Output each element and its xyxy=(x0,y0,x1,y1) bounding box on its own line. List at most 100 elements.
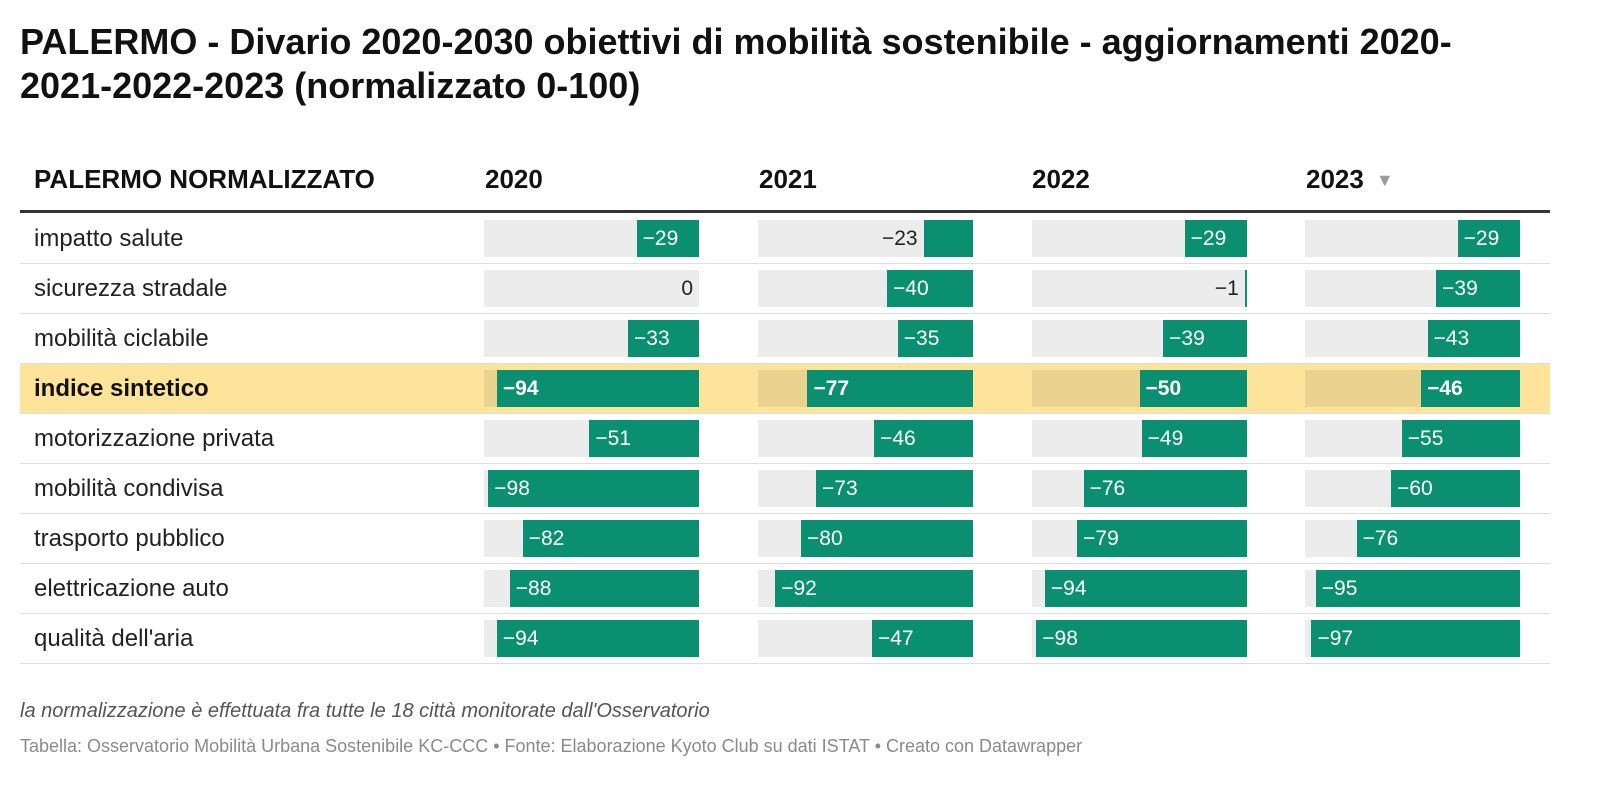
value-cell: −60 xyxy=(1305,470,1520,507)
value-label: −49 xyxy=(1147,427,1184,450)
value-label: −39 xyxy=(1442,277,1478,300)
value-cell: −79 xyxy=(1032,520,1247,557)
value-cell: −39 xyxy=(1032,320,1247,357)
value-label: −95 xyxy=(1321,577,1358,600)
value-label: −79 xyxy=(1083,527,1119,550)
value-bar xyxy=(1315,570,1520,607)
table-row: trasporto pubblico −82 −80 −79 −76 xyxy=(20,514,1550,564)
value-label: −98 xyxy=(1042,627,1078,650)
value-bar xyxy=(874,420,973,457)
value-bar xyxy=(923,220,973,257)
value-cell: −98 xyxy=(484,470,699,507)
value-bar xyxy=(1036,620,1247,657)
value-cell: −92 xyxy=(758,570,973,607)
value-label: −92 xyxy=(781,577,817,600)
value-cell: −35 xyxy=(758,320,973,357)
header-label: PALERMO NORMALIZZATO xyxy=(34,164,375,194)
value-label: −40 xyxy=(893,277,929,300)
value-cell: −94 xyxy=(484,370,699,407)
value-label: −29 xyxy=(1190,227,1227,250)
value-label: −46 xyxy=(880,427,916,450)
value-bar xyxy=(1244,270,1247,307)
table-header: PALERMO NORMALIZZATO 2020 2021 2022 2023… xyxy=(20,150,1550,213)
value-cell: −77 xyxy=(758,370,973,407)
value-bar xyxy=(1077,520,1247,557)
value-cell: −50 xyxy=(1032,370,1247,407)
value-label: −73 xyxy=(822,477,858,500)
row-label: sicurezza stradale xyxy=(34,275,228,302)
table-row: impatto salute −29 −23 −29 −29 xyxy=(20,214,1550,264)
column-header-2021[interactable]: 2021 xyxy=(759,164,817,194)
value-cell: −97 xyxy=(1305,620,1520,657)
value-cell: −73 xyxy=(758,470,973,507)
row-label: trasporto pubblico xyxy=(34,525,225,552)
value-cell: −29 xyxy=(1032,220,1247,257)
value-bar xyxy=(522,520,699,557)
value-cell: −94 xyxy=(1032,570,1247,607)
value-label: −88 xyxy=(515,577,552,600)
value-bar xyxy=(801,520,973,557)
sort-descending-icon[interactable]: ▼ xyxy=(1375,170,1394,190)
value-bar xyxy=(1401,420,1520,457)
value-bar xyxy=(775,570,973,607)
value-label: −94 xyxy=(502,377,539,400)
value-cell: −95 xyxy=(1305,570,1520,607)
table-row: indice sintetico −94 −77 −50 −46 xyxy=(20,364,1550,414)
column-header-2020[interactable]: 2020 xyxy=(485,164,543,194)
value-cell: −98 xyxy=(1032,620,1247,657)
table-row: elettricazione auto −88 −92 −94 −95 xyxy=(20,564,1550,614)
value-label: −35 xyxy=(903,327,940,350)
value-label: −50 xyxy=(1145,377,1182,400)
value-bar xyxy=(1184,220,1247,257)
value-bar xyxy=(589,420,699,457)
value-label: −29 xyxy=(642,227,679,250)
value-cell: −55 xyxy=(1305,420,1520,457)
value-bar xyxy=(636,220,699,257)
table-row: mobilità ciclabile −33 −35 −39 −43 xyxy=(20,314,1550,364)
value-label: −39 xyxy=(1169,327,1205,350)
row-label: mobilità condivisa xyxy=(34,475,224,502)
bar-track xyxy=(484,270,699,307)
table-row: qualità dell'aria −94 −47 −98 −97 xyxy=(20,614,1550,664)
value-label: −33 xyxy=(634,327,670,350)
value-bar xyxy=(1391,470,1520,507)
value-bar xyxy=(1083,470,1247,507)
value-label: −98 xyxy=(494,477,530,500)
value-bar xyxy=(897,320,973,357)
row-label: indice sintetico xyxy=(34,375,209,402)
value-bar xyxy=(496,370,699,407)
column-header-2022[interactable]: 2022 xyxy=(1032,164,1090,194)
value-cell: −1 xyxy=(1032,270,1247,307)
column-header-2023-label: 2023 xyxy=(1306,164,1364,194)
value-bar xyxy=(1356,520,1520,557)
value-cell: −51 xyxy=(484,420,699,457)
value-cell: 0 xyxy=(484,270,699,307)
value-bar xyxy=(816,470,973,507)
value-label: −47 xyxy=(877,627,914,650)
value-label: −94 xyxy=(502,627,539,650)
value-cell: −94 xyxy=(484,620,699,657)
value-cell: −80 xyxy=(758,520,973,557)
value-bar xyxy=(871,620,973,657)
column-header-2023[interactable]: 2023 ▼ xyxy=(1306,164,1394,195)
value-bar xyxy=(509,570,699,607)
value-label: −77 xyxy=(813,377,850,400)
value-bar xyxy=(1427,320,1520,357)
value-label: −76 xyxy=(1362,527,1399,550)
value-label: −29 xyxy=(1463,227,1500,250)
value-label: −55 xyxy=(1407,427,1444,450)
row-label: mobilità ciclabile xyxy=(34,325,209,352)
table-row: mobilità condivisa −98 −73 −76 −60 xyxy=(20,464,1550,514)
value-cell: −46 xyxy=(758,420,973,457)
value-bar xyxy=(1421,370,1520,407)
value-cell: −29 xyxy=(484,220,699,257)
value-cell: −40 xyxy=(758,270,973,307)
value-label: −46 xyxy=(1427,377,1463,400)
table-row: motorizzazione privata −51 −46 −49 −55 xyxy=(20,414,1550,464)
value-label: 0 xyxy=(681,277,693,300)
value-label: −1 xyxy=(1214,277,1239,300)
value-bar xyxy=(1139,370,1247,407)
value-bar xyxy=(1436,270,1520,307)
value-cell: −29 xyxy=(1305,220,1520,257)
value-label: −80 xyxy=(807,527,843,550)
